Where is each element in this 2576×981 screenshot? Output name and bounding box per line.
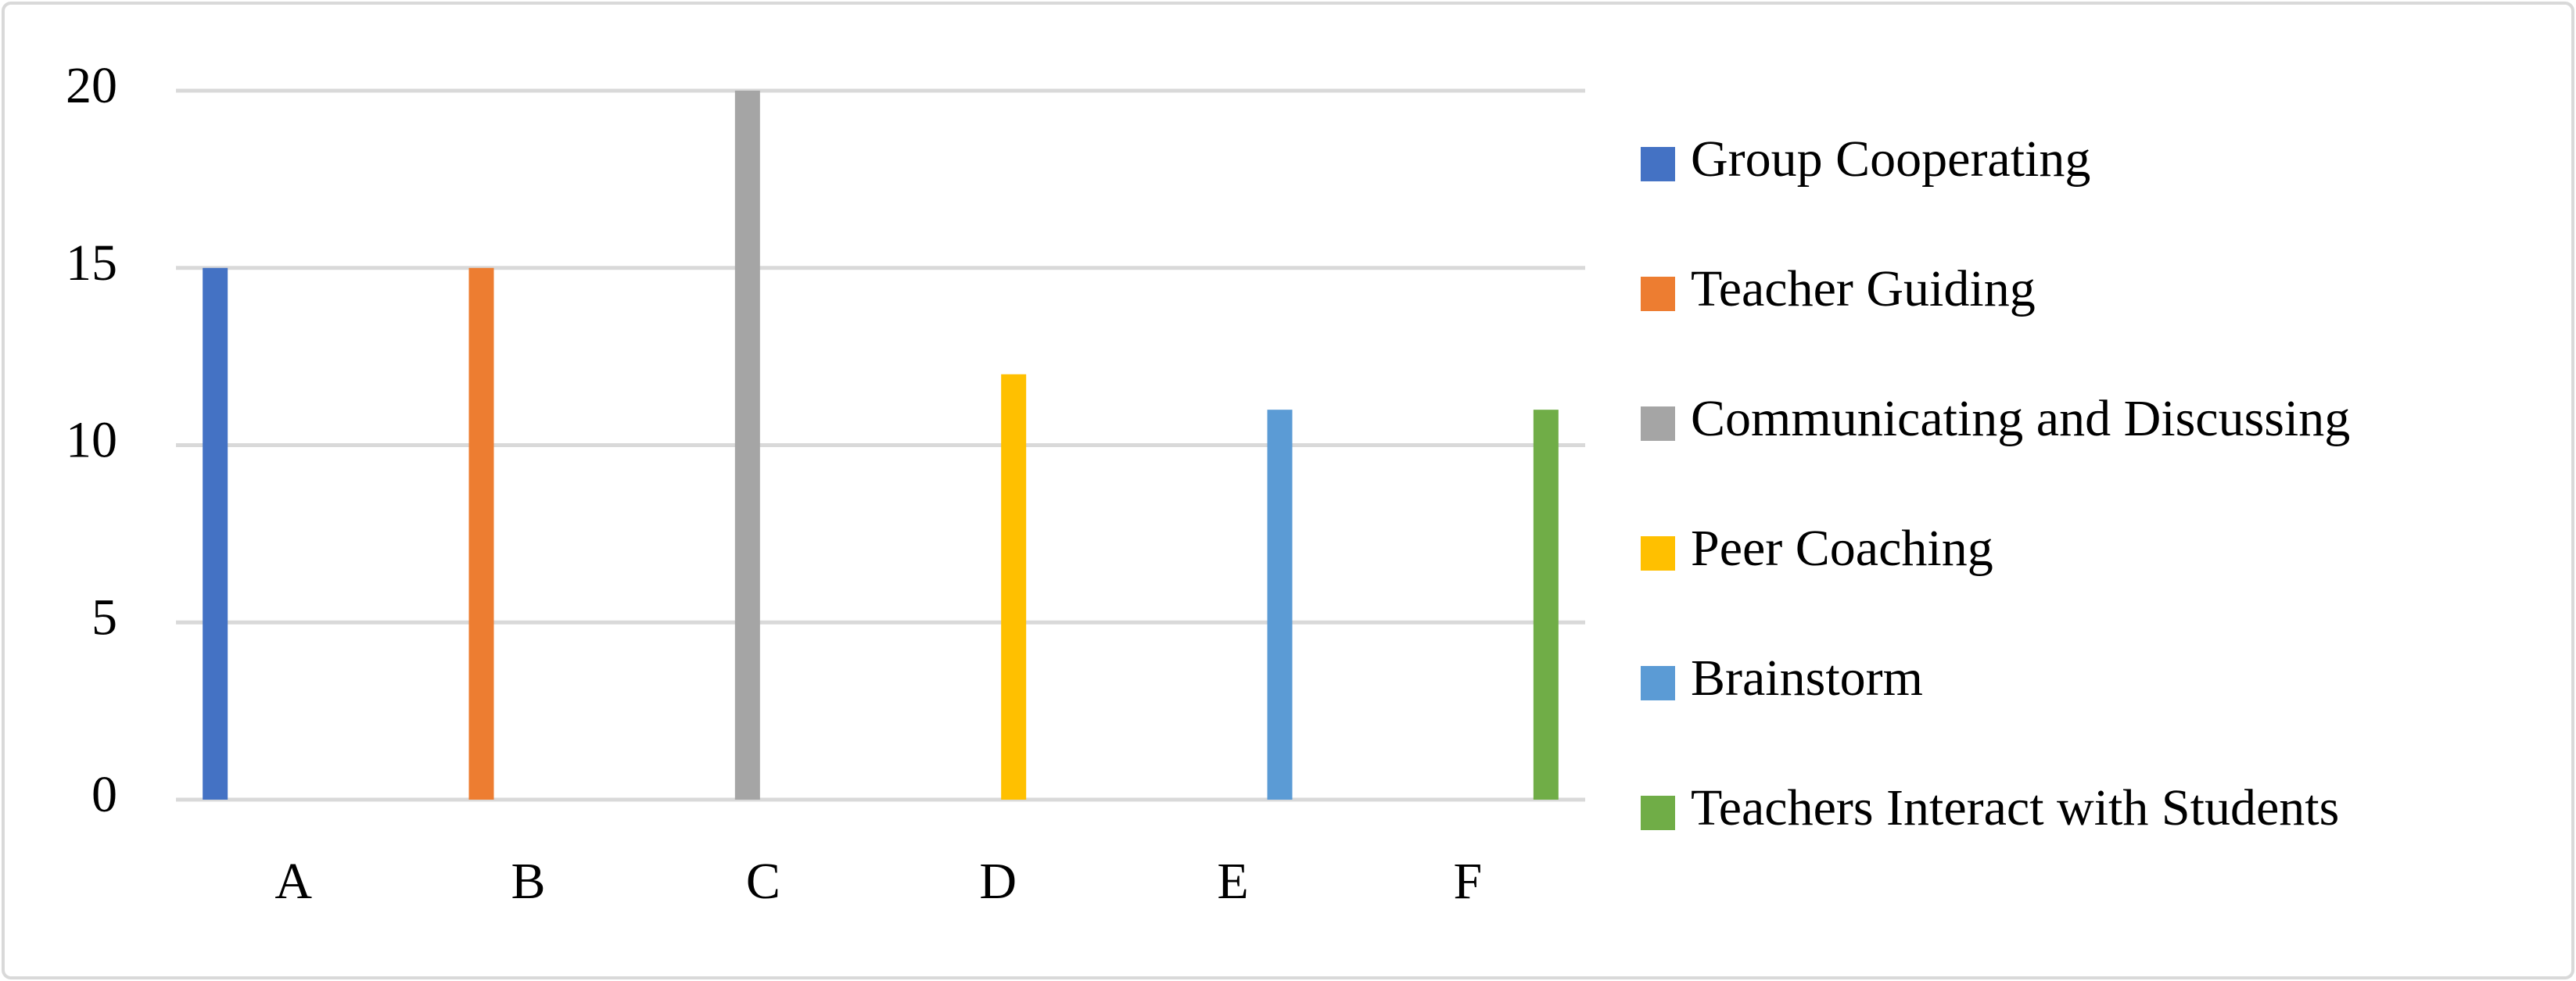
x-tick-label: D [979,853,1017,910]
legend-label: Group Cooperating [1691,131,2090,188]
bar [468,267,494,800]
x-tick-label: E [1217,853,1248,910]
bar [1001,374,1027,800]
legend-label: Teacher Guiding [1691,260,2036,317]
legend-swatch [1641,666,1675,700]
bar [734,91,760,800]
legend-label: Peer Coaching [1691,520,1993,577]
x-tick-label: C [746,853,780,910]
bar [1267,410,1293,800]
legend-label: Teachers Interact with Students [1691,779,2339,836]
x-tick-label: B [511,853,545,910]
y-tick-label: 15 [66,235,117,292]
y-tick-label: 20 [66,57,117,114]
legend-swatch [1641,406,1675,441]
bar [203,267,228,800]
legend-label: Brainstorm [1691,650,1923,707]
y-tick-label: 10 [66,412,117,469]
legend-swatch [1641,277,1675,311]
legend-swatch [1641,536,1675,571]
x-tick-label: F [1453,853,1482,910]
y-tick-label: 0 [91,766,117,823]
legend-swatch [1641,147,1675,181]
y-tick-label: 5 [91,589,117,646]
legend-label: Communicating and Discussing [1691,390,2350,447]
legend-swatch [1641,796,1675,830]
bar [1533,410,1559,800]
x-tick-label: A [274,853,312,910]
